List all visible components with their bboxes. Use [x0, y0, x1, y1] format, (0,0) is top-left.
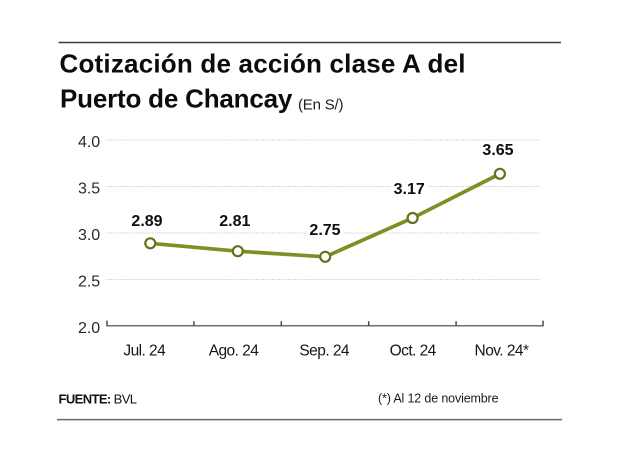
svg-text:FUENTE: BVL: FUENTE: BVL — [59, 392, 137, 407]
svg-text:3.17: 3.17 — [394, 181, 425, 198]
svg-text:3.5: 3.5 — [78, 181, 100, 198]
svg-text:Sep. 24: Sep. 24 — [299, 342, 350, 359]
svg-text:2.89: 2.89 — [131, 213, 162, 230]
svg-text:(*) Al 12 de noviembre: (*) Al 12 de noviembre — [378, 392, 499, 406]
svg-text:2.75: 2.75 — [309, 222, 340, 239]
svg-text:2.0: 2.0 — [78, 320, 100, 337]
svg-text:2.81: 2.81 — [219, 213, 250, 230]
svg-text:Jul. 24: Jul. 24 — [123, 342, 166, 359]
svg-text:4.0: 4.0 — [78, 134, 100, 151]
svg-text:Oct. 24: Oct. 24 — [390, 342, 437, 359]
svg-text:Cotización de acción clase A d: Cotización de acción clase A del — [60, 49, 466, 79]
svg-text:3.65: 3.65 — [482, 142, 513, 159]
svg-text:Puerto de Chancay: Puerto de Chancay — [60, 84, 293, 114]
svg-text:2.5: 2.5 — [78, 274, 100, 291]
svg-text:Nov. 24*: Nov. 24* — [475, 342, 529, 359]
svg-text:3.0: 3.0 — [78, 227, 100, 244]
svg-text:Ago. 24: Ago. 24 — [209, 342, 260, 359]
svg-text:(En S/): (En S/) — [298, 97, 343, 114]
